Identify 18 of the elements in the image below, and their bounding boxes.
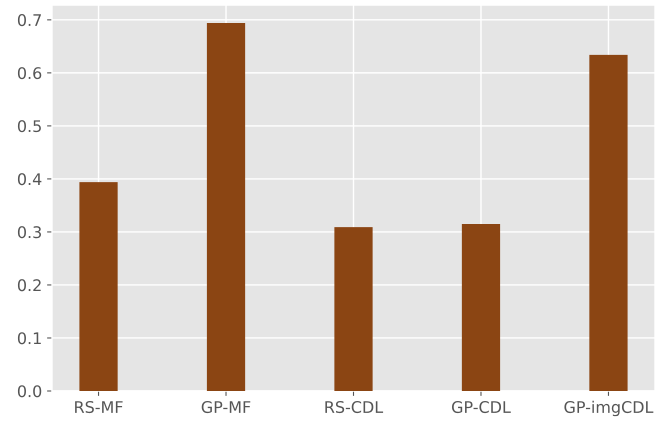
bar xyxy=(206,23,246,391)
y-tick-label: 0.2 xyxy=(18,279,41,292)
y-tick-label: 0.5 xyxy=(18,120,41,132)
x-tick-label: RS-CDL xyxy=(325,401,384,414)
x-tick-label: GP-MF xyxy=(202,401,250,414)
bar xyxy=(462,224,500,391)
x-tick-label: GP-CDL xyxy=(452,401,511,414)
x-tick-label: RS-MF xyxy=(75,401,123,414)
bar xyxy=(589,54,628,391)
y-tick-label: 0.6 xyxy=(18,67,42,80)
x-tick-label: GP-imgCDL xyxy=(564,400,654,416)
bar xyxy=(79,182,118,391)
bar xyxy=(334,227,373,391)
y-tick-label: 0.0 xyxy=(18,385,42,398)
y-tick-label: 0.4 xyxy=(18,173,42,186)
y-tick-label: 0.3 xyxy=(18,226,41,238)
y-tick-label: 0.1 xyxy=(18,332,41,344)
y-tick-label: 0.7 xyxy=(18,14,41,26)
